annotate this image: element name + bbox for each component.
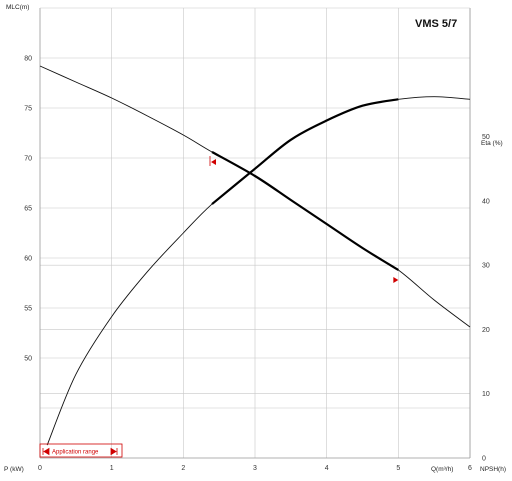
y-right-tick-label: 30	[482, 263, 490, 270]
x-tick-label: 5	[396, 465, 400, 472]
y-left-tick-label: 55	[24, 306, 32, 313]
y-left-axis-label: MLC(m)	[6, 4, 29, 11]
x-axis-label: Q(m³/h)	[431, 466, 453, 473]
npsh-axis-label: NPSH(h)	[480, 466, 506, 473]
chart-title: VMS 5/7	[415, 18, 457, 30]
y-right-tick-label: 40	[482, 198, 490, 205]
legend-label: Application range	[52, 450, 99, 456]
x-tick-label: 3	[253, 465, 257, 472]
axes: 0 1 2 3 4 5 6 50 55 60 65 70 75 80 0 10 20 30 40 50	[24, 7, 490, 472]
y-right-axis-label: Eta (%)	[481, 140, 503, 147]
y-left-tick-label: 60	[24, 256, 32, 263]
y-left-tick-label: 75	[24, 106, 32, 113]
y-right-tick-label: 0	[482, 456, 486, 463]
curves	[39, 65, 471, 446]
x-tick-label: 6	[468, 465, 472, 472]
y-left-tick-label: 70	[24, 156, 32, 163]
y-left-tick-label: 50	[24, 356, 32, 363]
legend-left-arrow-icon	[42, 447, 50, 456]
legend-right-arrow-icon	[110, 447, 118, 456]
markers	[209, 156, 399, 283]
y-left-tick-label: 65	[24, 206, 32, 213]
legend-box	[39, 443, 123, 458]
head-curve-application-range	[211, 151, 399, 271]
y-right-tick-label: 10	[482, 391, 490, 398]
y-right-tick-label: 20	[482, 327, 490, 334]
labels: VMS 5/7 MLC(m) Eta (%) Q(m³/h) P (kW) NP…	[4, 4, 506, 473]
x-tick-label: 1	[110, 465, 114, 472]
x-tick-label: 4	[325, 465, 329, 472]
range-marker-icon	[209, 156, 216, 166]
x-tick-label: 2	[181, 465, 185, 472]
y-left-tick-label: 80	[24, 56, 32, 63]
y-right-tick-label: 50	[482, 134, 490, 141]
efficiency-curve	[46, 96, 471, 446]
range-marker-icon	[393, 277, 399, 283]
grid	[40, 8, 471, 458]
x-tick-label: 0	[38, 465, 42, 472]
power-axis-label: P (kW)	[4, 466, 24, 473]
application-range-legend: Application range	[39, 443, 123, 458]
efficiency-curve-application-range	[211, 98, 399, 205]
